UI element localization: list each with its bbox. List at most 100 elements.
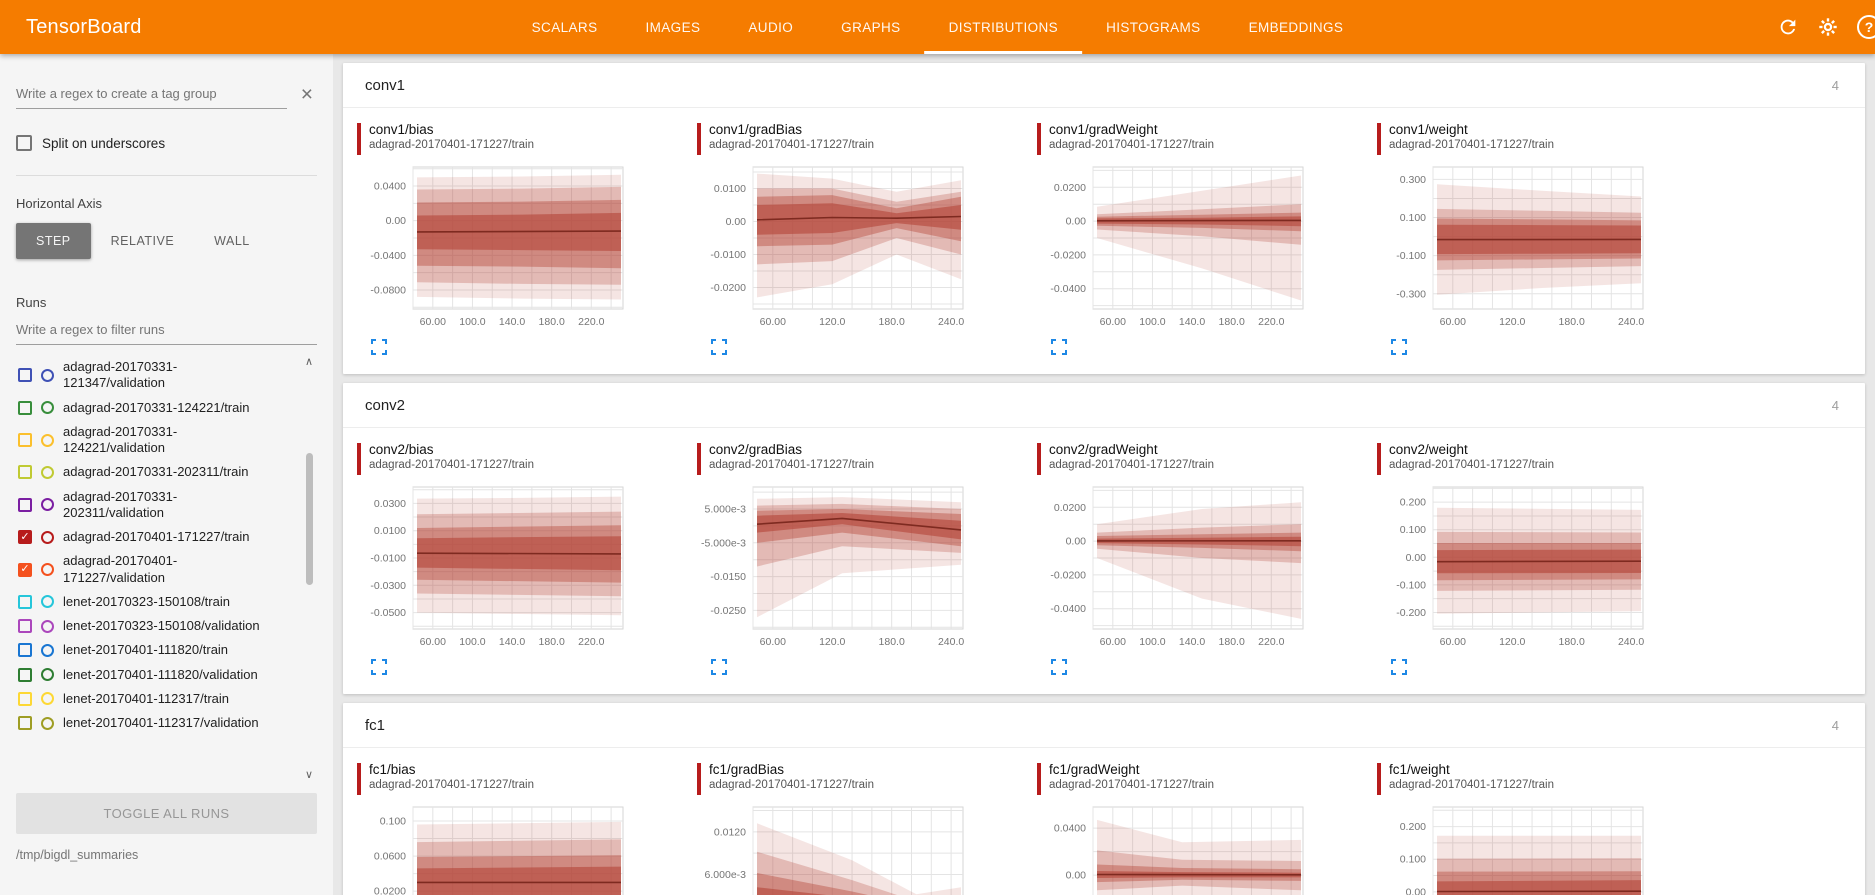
run-list-item[interactable]: adagrad-20170331-124221/train xyxy=(16,396,297,420)
run-list-item[interactable]: adagrad-20170331-202311/train xyxy=(16,460,297,484)
run-color-circle[interactable] xyxy=(41,692,54,706)
run-list-item[interactable]: lenet-20170323-150108/train xyxy=(16,590,297,614)
run-checkbox[interactable] xyxy=(18,497,32,512)
distribution-plot: 0.0300 0.0100 -0.0100 -0.0300 -0.0500 60.00 10… xyxy=(370,486,624,648)
expand-icon[interactable] xyxy=(1391,659,1407,675)
run-color-circle[interactable] xyxy=(41,643,54,657)
svg-text:240.0: 240.0 xyxy=(1618,316,1644,328)
svg-text:60.00: 60.00 xyxy=(1100,316,1126,328)
run-checkbox[interactable] xyxy=(18,619,32,634)
close-icon[interactable]: × xyxy=(300,83,313,106)
run-color-circle[interactable] xyxy=(41,530,54,544)
run-checkbox[interactable] xyxy=(18,716,32,731)
run-color-circle[interactable] xyxy=(41,368,54,382)
scrollbar-thumb[interactable] xyxy=(306,453,313,585)
run-color-marker xyxy=(1037,763,1041,795)
run-color-marker xyxy=(357,123,361,155)
run-list-item[interactable]: adagrad-20170401-171227/train xyxy=(16,525,297,549)
run-color-circle[interactable] xyxy=(41,401,54,415)
svg-text:120.0: 120.0 xyxy=(819,316,845,328)
run-list-item[interactable]: lenet-20170401-111820/validation xyxy=(16,663,297,687)
help-icon[interactable]: ? xyxy=(1857,15,1875,39)
axis-button-relative[interactable]: RELATIVE xyxy=(91,223,195,259)
run-checkbox[interactable] xyxy=(18,368,32,383)
tab-embeddings[interactable]: EMBEDDINGS xyxy=(1248,19,1344,35)
chart-title: conv2/bias xyxy=(369,442,434,457)
tab-graphs[interactable]: GRAPHS xyxy=(841,19,901,35)
run-checkbox[interactable] xyxy=(18,433,32,447)
run-list-item[interactable]: lenet-20170323-150108/validation xyxy=(16,614,297,638)
tab-images[interactable]: IMAGES xyxy=(645,19,701,35)
tag-regex-input[interactable] xyxy=(16,80,287,109)
chart-title: fc1/gradWeight xyxy=(1049,762,1140,777)
expand-icon[interactable] xyxy=(711,339,727,355)
distribution-chart-tile: conv1/bias adagrad-20170401-171227/train… xyxy=(357,122,697,370)
tab-scalars[interactable]: SCALARS xyxy=(531,19,598,35)
run-checkbox[interactable] xyxy=(18,530,32,545)
run-checkbox[interactable] xyxy=(18,562,32,577)
run-color-circle[interactable] xyxy=(41,433,54,447)
svg-text:0.00: 0.00 xyxy=(1066,870,1087,882)
svg-text:140.0: 140.0 xyxy=(1179,636,1205,648)
checkbox-icon[interactable] xyxy=(16,135,32,151)
svg-text:0.0600: 0.0600 xyxy=(374,851,406,863)
run-checkbox[interactable] xyxy=(18,691,32,706)
run-list-item[interactable]: lenet-20170401-112317/validation xyxy=(16,711,297,735)
scroll-down-icon[interactable]: ∨ xyxy=(304,769,314,781)
run-color-circle[interactable] xyxy=(41,668,54,682)
run-checkbox[interactable] xyxy=(18,400,32,415)
svg-text:0.200: 0.200 xyxy=(1400,821,1426,833)
run-list-item[interactable]: adagrad-20170331-202311/validation xyxy=(16,485,297,526)
distribution-chart-tile: fc1/bias adagrad-20170401-171227/train 0… xyxy=(357,762,697,895)
settings-icon[interactable] xyxy=(1817,16,1839,38)
run-name: adagrad-20170331-202311/validation xyxy=(63,488,178,520)
run-color-circle[interactable] xyxy=(41,498,54,512)
expand-icon[interactable] xyxy=(371,659,387,675)
run-list-item[interactable]: lenet-20170401-111820/train xyxy=(16,638,297,662)
axis-button-step[interactable]: STEP xyxy=(16,223,91,259)
run-checkbox[interactable] xyxy=(18,594,32,609)
run-list-item[interactable]: adagrad-20170331-124221/validation xyxy=(16,420,297,461)
run-color-circle[interactable] xyxy=(41,465,54,479)
expand-icon[interactable] xyxy=(1051,659,1067,675)
expand-icon[interactable] xyxy=(1051,339,1067,355)
scroll-up-icon[interactable]: ∧ xyxy=(304,356,314,368)
run-checkbox[interactable] xyxy=(18,465,32,480)
svg-text:-0.0300: -0.0300 xyxy=(370,580,406,592)
split-underscores-checkbox[interactable]: Split on underscores xyxy=(16,135,317,151)
expand-icon[interactable] xyxy=(711,659,727,675)
chart-run-label: adagrad-20170401-171227/train xyxy=(1049,459,1214,471)
run-color-circle[interactable] xyxy=(41,563,54,576)
run-list-scrollbar[interactable]: ∧ ∨ xyxy=(301,355,317,783)
axis-button-wall[interactable]: WALL xyxy=(194,223,270,259)
svg-text:180.0: 180.0 xyxy=(1219,636,1245,648)
run-checkbox[interactable] xyxy=(18,643,32,658)
chart-run-label: adagrad-20170401-171227/train xyxy=(1049,139,1214,151)
refresh-icon[interactable] xyxy=(1777,16,1799,38)
run-regex-input[interactable] xyxy=(16,316,317,345)
section-header[interactable]: fc1 4 xyxy=(343,703,1865,748)
svg-text:0.100: 0.100 xyxy=(1400,212,1426,224)
run-checkbox[interactable] xyxy=(18,667,32,682)
section-header[interactable]: conv2 4 xyxy=(343,383,1865,428)
svg-text:240.0: 240.0 xyxy=(938,316,964,328)
svg-text:-0.100: -0.100 xyxy=(1396,579,1426,591)
run-list-item[interactable]: adagrad-20170401-171227/validation xyxy=(16,549,297,590)
section-charts: conv2/bias adagrad-20170401-171227/train… xyxy=(343,428,1865,694)
tab-audio[interactable]: AUDIO xyxy=(748,19,794,35)
expand-icon[interactable] xyxy=(1391,339,1407,355)
section-header[interactable]: conv1 4 xyxy=(343,63,1865,108)
run-color-circle[interactable] xyxy=(41,619,54,633)
svg-text:180.0: 180.0 xyxy=(879,316,905,328)
toggle-all-runs-button[interactable]: TOGGLE ALL RUNS xyxy=(16,793,317,834)
svg-text:240.0: 240.0 xyxy=(938,636,964,648)
expand-icon[interactable] xyxy=(371,339,387,355)
tab-distributions[interactable]: DISTRIBUTIONS xyxy=(924,0,1083,54)
run-color-circle[interactable] xyxy=(41,716,54,730)
run-list-item[interactable]: adagrad-20170331-121347/validation xyxy=(16,355,297,396)
svg-text:5.000e-3: 5.000e-3 xyxy=(705,503,747,515)
run-color-circle[interactable] xyxy=(41,595,54,609)
tab-histograms[interactable]: HISTOGRAMS xyxy=(1106,19,1201,35)
run-list-item[interactable]: lenet-20170401-112317/train xyxy=(16,687,297,711)
